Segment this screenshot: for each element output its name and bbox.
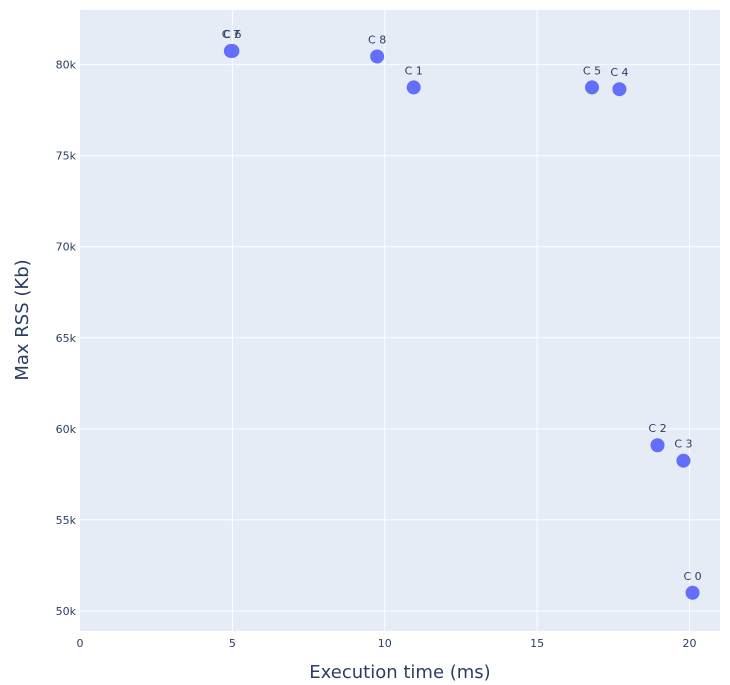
data-point xyxy=(612,82,627,97)
data-point xyxy=(406,80,421,95)
y-tick-label: 70k xyxy=(56,241,77,254)
data-point xyxy=(585,80,599,95)
data-point xyxy=(650,438,665,453)
x-tick-label: 15 xyxy=(530,637,544,650)
x-axis-title: Execution time (ms) xyxy=(309,662,490,683)
data-point-label: C 4 xyxy=(610,66,628,79)
x-tick-label: 10 xyxy=(378,637,392,650)
x-tick-label: 20 xyxy=(683,637,697,650)
data-point xyxy=(676,453,691,468)
y-tick-label: 60k xyxy=(56,423,77,436)
y-axis-ticks: 50k 55k 60k 65k 70k 75k 80k xyxy=(56,59,77,618)
data-point-label: C 3 xyxy=(674,438,692,451)
data-point-label: C 1 xyxy=(405,64,423,77)
y-tick-label: 50k xyxy=(56,605,77,618)
data-point xyxy=(370,49,385,64)
x-axis-ticks: 0 5 10 15 20 xyxy=(77,637,697,650)
data-point-label: C 6 xyxy=(223,28,241,41)
x-tick-label: 5 xyxy=(229,637,236,650)
grid-lines xyxy=(80,10,720,631)
data-point-label: C 0 xyxy=(683,570,701,583)
data-point-label: C 5 xyxy=(583,64,601,77)
y-tick-label: 55k xyxy=(56,514,77,527)
y-axis-title: Max RSS (Kb) xyxy=(12,259,33,380)
data-point-label: C 2 xyxy=(648,422,666,435)
y-tick-label: 80k xyxy=(56,59,77,72)
data-point xyxy=(685,585,700,600)
data-points xyxy=(223,43,700,600)
data-point-label: C 8 xyxy=(368,33,386,46)
plot-area xyxy=(80,10,720,631)
data-point xyxy=(223,43,238,58)
y-tick-label: 65k xyxy=(56,332,77,345)
data-point-label: C 7 xyxy=(222,28,240,41)
x-tick-label: 0 xyxy=(77,637,84,650)
point-labels: C 0 C 1 C 2 C 3 C 4 C 5 C 6C 7 C 8 xyxy=(222,28,702,583)
y-tick-label: 75k xyxy=(56,150,77,163)
